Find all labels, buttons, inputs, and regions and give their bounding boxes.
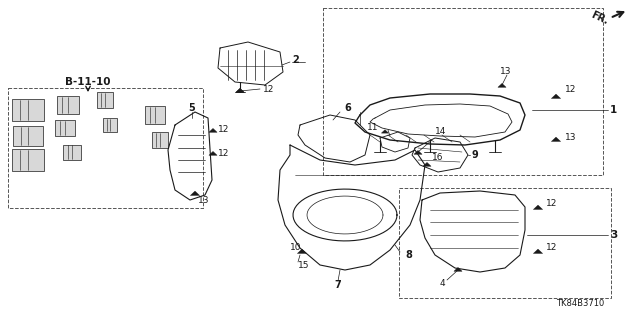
Polygon shape — [423, 162, 431, 166]
Text: 15: 15 — [298, 261, 310, 270]
Bar — [8, 88, 203, 208]
Text: 3: 3 — [610, 230, 617, 240]
Polygon shape — [414, 151, 422, 154]
Polygon shape — [381, 130, 388, 133]
Polygon shape — [209, 129, 217, 132]
Text: 12: 12 — [546, 198, 557, 207]
Text: TK84B3710: TK84B3710 — [556, 299, 604, 308]
Text: 12: 12 — [565, 85, 577, 94]
Polygon shape — [236, 88, 244, 92]
Text: 6: 6 — [344, 103, 351, 113]
Text: 5: 5 — [189, 103, 195, 113]
Polygon shape — [209, 152, 217, 155]
Bar — [12, 99, 44, 121]
Text: 7: 7 — [335, 280, 341, 290]
Bar — [57, 96, 79, 114]
Bar — [145, 106, 165, 124]
Text: 14: 14 — [435, 128, 446, 137]
Text: 4: 4 — [440, 278, 445, 287]
Text: 12: 12 — [218, 149, 229, 158]
Text: 8: 8 — [405, 250, 412, 260]
Polygon shape — [190, 191, 200, 196]
Text: 2: 2 — [292, 55, 299, 65]
Polygon shape — [533, 205, 543, 210]
Text: 16: 16 — [432, 153, 444, 162]
Polygon shape — [298, 249, 307, 253]
Polygon shape — [236, 88, 244, 92]
Text: 12: 12 — [218, 125, 229, 135]
Text: 13: 13 — [198, 196, 210, 204]
Bar — [55, 120, 75, 136]
Text: 13: 13 — [565, 133, 577, 143]
Text: FR.: FR. — [589, 10, 611, 26]
Polygon shape — [552, 94, 561, 99]
Text: 13: 13 — [500, 68, 511, 77]
Bar — [152, 132, 168, 148]
Bar — [63, 145, 81, 160]
Polygon shape — [533, 249, 543, 253]
Text: 1: 1 — [610, 105, 617, 115]
Text: 9: 9 — [472, 150, 479, 160]
Bar — [103, 118, 117, 132]
Text: B-11-10: B-11-10 — [65, 77, 111, 87]
Text: 12: 12 — [263, 85, 275, 93]
Polygon shape — [498, 84, 506, 87]
Polygon shape — [454, 267, 462, 271]
Text: 11: 11 — [367, 123, 378, 132]
Bar — [12, 149, 44, 171]
Text: 12: 12 — [546, 243, 557, 253]
Bar — [13, 126, 43, 146]
Text: 10: 10 — [290, 243, 301, 253]
Bar — [97, 92, 113, 108]
Polygon shape — [552, 137, 561, 141]
Bar — [323, 8, 603, 175]
Bar — [399, 188, 611, 298]
